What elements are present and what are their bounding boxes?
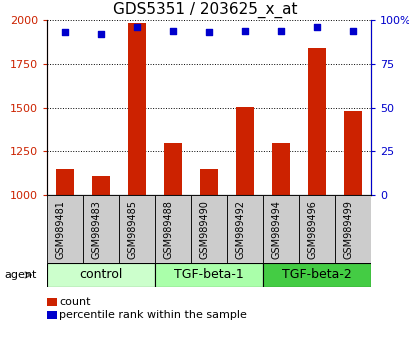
Text: GSM989483: GSM989483 — [91, 200, 101, 259]
Text: count: count — [59, 297, 91, 307]
Text: percentile rank within the sample: percentile rank within the sample — [59, 310, 247, 320]
Bar — [307, 48, 325, 195]
Text: agent: agent — [4, 270, 36, 280]
Bar — [200, 169, 218, 195]
Text: control: control — [79, 268, 123, 281]
FancyBboxPatch shape — [119, 195, 155, 263]
Text: TGF-beta-2: TGF-beta-2 — [281, 268, 351, 281]
FancyBboxPatch shape — [155, 263, 263, 287]
FancyBboxPatch shape — [191, 195, 227, 263]
Bar — [128, 23, 146, 195]
Bar — [272, 143, 290, 195]
Bar — [164, 143, 182, 195]
Text: GSM989485: GSM989485 — [127, 200, 137, 259]
FancyBboxPatch shape — [298, 195, 334, 263]
Bar — [343, 111, 361, 195]
Point — [98, 31, 104, 37]
Text: GSM989490: GSM989490 — [199, 200, 209, 259]
Point — [133, 24, 140, 30]
Text: GSM989496: GSM989496 — [306, 200, 316, 259]
FancyBboxPatch shape — [263, 263, 370, 287]
Text: GDS5351 / 203625_x_at: GDS5351 / 203625_x_at — [112, 2, 297, 18]
Bar — [56, 169, 74, 195]
Text: GSM989481: GSM989481 — [55, 200, 65, 259]
Point — [169, 28, 176, 33]
Text: GSM989488: GSM989488 — [163, 200, 173, 259]
FancyBboxPatch shape — [47, 263, 155, 287]
Point — [349, 28, 355, 33]
Point — [205, 29, 212, 35]
Bar — [92, 176, 110, 195]
Text: GSM989499: GSM989499 — [342, 200, 352, 259]
FancyBboxPatch shape — [47, 195, 83, 263]
Point — [241, 28, 248, 33]
FancyBboxPatch shape — [334, 195, 370, 263]
FancyBboxPatch shape — [263, 195, 298, 263]
FancyBboxPatch shape — [155, 195, 191, 263]
FancyBboxPatch shape — [83, 195, 119, 263]
Text: GSM989492: GSM989492 — [234, 200, 245, 259]
Point — [313, 24, 319, 30]
Text: TGF-beta-1: TGF-beta-1 — [174, 268, 243, 281]
Bar — [236, 108, 254, 195]
FancyBboxPatch shape — [227, 195, 263, 263]
Text: GSM989494: GSM989494 — [270, 200, 281, 259]
Point — [62, 29, 68, 35]
Point — [277, 28, 284, 33]
